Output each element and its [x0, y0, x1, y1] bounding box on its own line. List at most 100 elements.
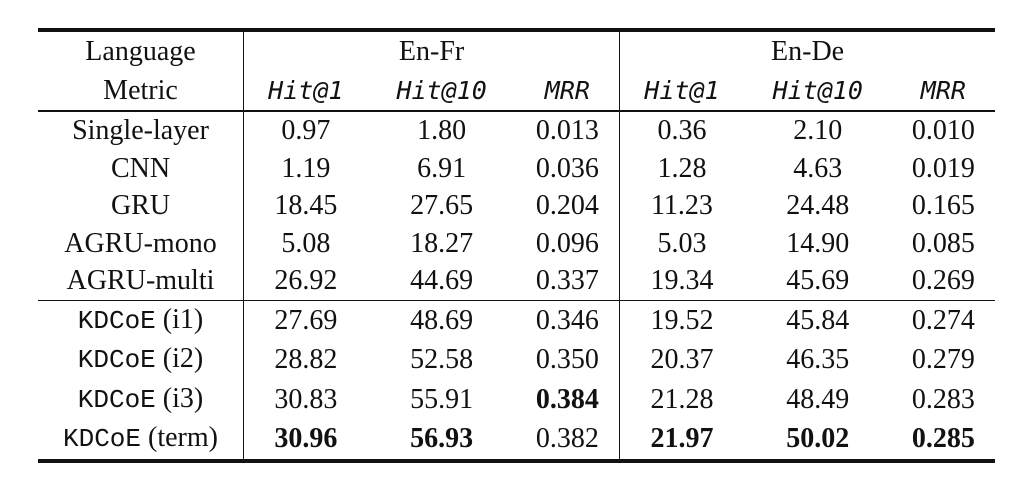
value-text: 0.019 — [911, 152, 975, 184]
value-cell: 4.63 — [744, 150, 892, 188]
metric-header: MRR — [920, 76, 966, 105]
value-cell: 48.69 — [367, 299, 516, 340]
value-cell: 0.204 — [515, 187, 621, 225]
value-text: 0.204 — [535, 190, 599, 221]
value-cell: 0.279 — [892, 340, 995, 380]
row-label-variant: (i1) — [162, 303, 204, 335]
table-container: Language En-Fr En-De Metric Hit@1 Hit@10 MRR Hi… — [38, 28, 995, 463]
value-text: 19.34 — [650, 265, 714, 296]
value-cell: 30.83 — [244, 380, 368, 420]
row-label-code: KDCoE — [63, 424, 142, 454]
header-cell: Metric — [38, 71, 244, 111]
data-row: Single-layer 0.97 1.80 0.013 0.36 2.10 0.010 — [38, 110, 995, 150]
value-text: 24.48 — [786, 190, 850, 221]
value-cell: 21.97 — [620, 419, 744, 461]
row-label: Single-layer — [38, 110, 244, 150]
value-text: 0.283 — [911, 383, 975, 415]
value-text: 0.010 — [911, 115, 975, 146]
row-label-text: AGRU-multi — [66, 265, 215, 296]
value-text: 0.036 — [535, 152, 599, 184]
value-text: 0.279 — [911, 344, 975, 375]
value-cell: 0.274 — [891, 299, 995, 340]
value-text: 44.69 — [410, 265, 474, 296]
group-header: En-Fr — [243, 30, 621, 71]
value-cell: 24.48 — [744, 187, 892, 225]
value-text: 1.19 — [281, 152, 331, 184]
header-cell: Language — [38, 30, 244, 71]
value-text: 27.69 — [274, 304, 338, 336]
value-text: 26.92 — [274, 265, 338, 296]
value-text: 0.269 — [911, 265, 975, 296]
value-cell: 1.80 — [367, 110, 516, 150]
value-cell: 18.27 — [368, 225, 516, 263]
value-text: 27.65 — [410, 190, 474, 221]
table-body: Language En-Fr En-De Metric Hit@1 Hit@10 MRR Hi… — [38, 30, 995, 461]
value-cell: 11.23 — [620, 187, 744, 225]
results-table: Language En-Fr En-De Metric Hit@1 Hit@10 MRR Hi… — [38, 28, 995, 463]
row-label: CNN — [38, 149, 244, 187]
metric-header: Hit@1 — [268, 76, 344, 105]
value-text: 56.93 — [410, 423, 474, 454]
value-cell: 0.165 — [892, 187, 995, 225]
value-text: 6.91 — [417, 152, 467, 184]
value-text: 52.58 — [410, 344, 474, 375]
value-cell: 0.350 — [515, 340, 621, 380]
value-text: 5.08 — [281, 227, 331, 259]
value-cell: 0.036 — [515, 149, 621, 187]
data-row: CNN 1.19 6.91 0.036 1.28 4.63 0.019 — [38, 149, 995, 188]
row-label-text: GRU — [110, 190, 171, 221]
value-cell: 0.36 — [619, 110, 744, 150]
metric-header: Hit@10 — [772, 76, 863, 105]
value-text: 45.84 — [786, 304, 850, 336]
value-cell: 27.69 — [243, 299, 368, 340]
value-cell: 52.58 — [368, 340, 516, 380]
value-cell: 6.91 — [368, 150, 516, 188]
value-text: 14.90 — [786, 227, 850, 259]
value-text: 0.36 — [657, 115, 707, 146]
value-text: 48.49 — [786, 383, 850, 415]
value-text: 5.03 — [657, 227, 707, 259]
value-cell: 26.92 — [244, 262, 368, 300]
value-cell: 50.02 — [744, 419, 892, 461]
value-cell: 19.52 — [619, 299, 744, 340]
value-cell: 21.28 — [620, 380, 744, 420]
value-text: 0.382 — [535, 423, 599, 454]
value-text: 0.013 — [535, 115, 599, 146]
value-cell: 55.91 — [368, 380, 516, 420]
value-text: 0.346 — [535, 304, 599, 336]
value-text: 0.274 — [911, 304, 975, 336]
metric-header: Hit@1 — [644, 76, 720, 105]
header-row: Language En-Fr En-De — [38, 30, 995, 71]
value-cell: 30.96 — [244, 419, 368, 461]
data-row: AGRU-multi 26.92 44.69 0.337 19.34 45.69 0.269 — [38, 262, 995, 300]
value-cell: 0.285 — [892, 419, 995, 461]
value-text: 19.52 — [650, 304, 714, 336]
value-text: 50.02 — [786, 423, 850, 454]
row-label-variant: (i3) — [162, 382, 204, 414]
value-cell: 0.384 — [515, 379, 621, 419]
value-text: 18.27 — [410, 227, 474, 259]
value-cell: 0.096 — [515, 224, 621, 262]
row-label-variant: (i2) — [162, 343, 204, 374]
value-text: 0.165 — [911, 190, 975, 221]
row-label-code: KDCoE — [77, 305, 156, 336]
group-header: En-De — [771, 36, 845, 67]
value-cell: 0.382 — [515, 419, 621, 461]
header-row: Metric Hit@1 Hit@10 MRR Hit@1 Hit@10 MRR — [38, 71, 995, 111]
value-cell: 45.84 — [743, 299, 892, 340]
row-label-code: KDCoE — [77, 384, 156, 415]
value-text: 18.45 — [274, 190, 338, 221]
value-cell: 56.93 — [368, 419, 516, 461]
value-text: 20.37 — [650, 344, 714, 375]
value-cell: 27.65 — [368, 187, 516, 225]
value-cell: 5.03 — [620, 225, 744, 263]
value-cell: 46.35 — [744, 340, 892, 380]
value-cell: 28.82 — [244, 340, 368, 380]
value-text: 4.63 — [793, 152, 843, 184]
data-row: GRU 18.45 27.65 0.204 11.23 24.48 0.165 — [38, 187, 995, 225]
value-cell: 0.346 — [515, 299, 621, 340]
value-text: 30.96 — [274, 423, 338, 454]
value-cell: 20.37 — [620, 340, 744, 380]
row-label: AGRU-mono — [38, 224, 244, 262]
value-text: 46.35 — [786, 344, 850, 375]
